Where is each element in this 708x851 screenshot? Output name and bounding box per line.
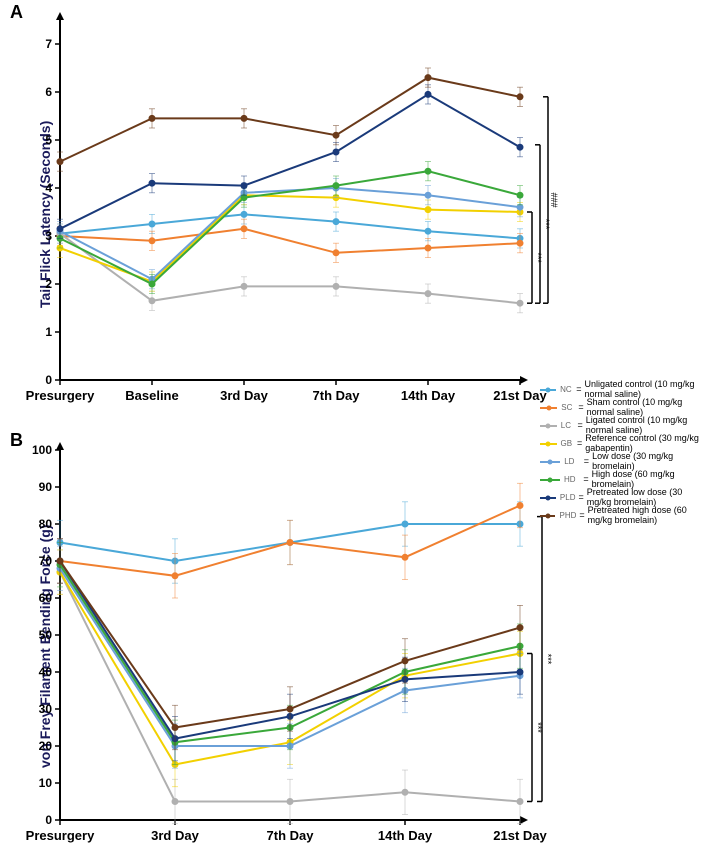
legend-item: LC=Ligated control (10 mg/kg normal sali… [540, 418, 708, 432]
svg-text:0: 0 [45, 813, 52, 827]
svg-text:80: 80 [39, 517, 53, 531]
svg-text:30: 30 [39, 702, 53, 716]
svg-text:60: 60 [39, 591, 53, 605]
legend-item: SC=Sham control (10 mg/kg normal saline) [540, 400, 708, 414]
svg-text:Presurgery: Presurgery [26, 828, 95, 843]
svg-text:21st Day: 21st Day [493, 828, 547, 843]
legend-item: LD=Low dose (30 mg/kg bromelain) [540, 454, 708, 468]
svg-text:20: 20 [39, 739, 53, 753]
svg-text:7th Day: 7th Day [267, 828, 315, 843]
legend-item: HD=High dose (60 mg/kg bromelain) [540, 472, 708, 486]
svg-text:10: 10 [39, 776, 53, 790]
figure-container: A Tail Flick Latency (Seconds) 01234567P… [0, 0, 708, 851]
svg-text:***: *** [543, 654, 553, 665]
svg-text:70: 70 [39, 554, 53, 568]
svg-text:100: 100 [32, 443, 52, 457]
legend-item: GB=Reference control (30 mg/kg gabapenti… [540, 436, 708, 450]
svg-text:40: 40 [39, 665, 53, 679]
svg-text:50: 50 [39, 628, 53, 642]
legend: NC=Unligated control (10 mg/kg normal sa… [540, 382, 708, 526]
svg-text:14th Day: 14th Day [378, 828, 433, 843]
legend-item: NC=Unligated control (10 mg/kg normal sa… [540, 382, 708, 396]
legend-item: PHD=Pretreated high dose (60 mg/kg brome… [540, 508, 708, 522]
legend-item: PLD=Pretreated low dose (30 mg/kg bromel… [540, 490, 708, 504]
svg-text:3rd Day: 3rd Day [151, 828, 199, 843]
svg-text:90: 90 [39, 480, 53, 494]
